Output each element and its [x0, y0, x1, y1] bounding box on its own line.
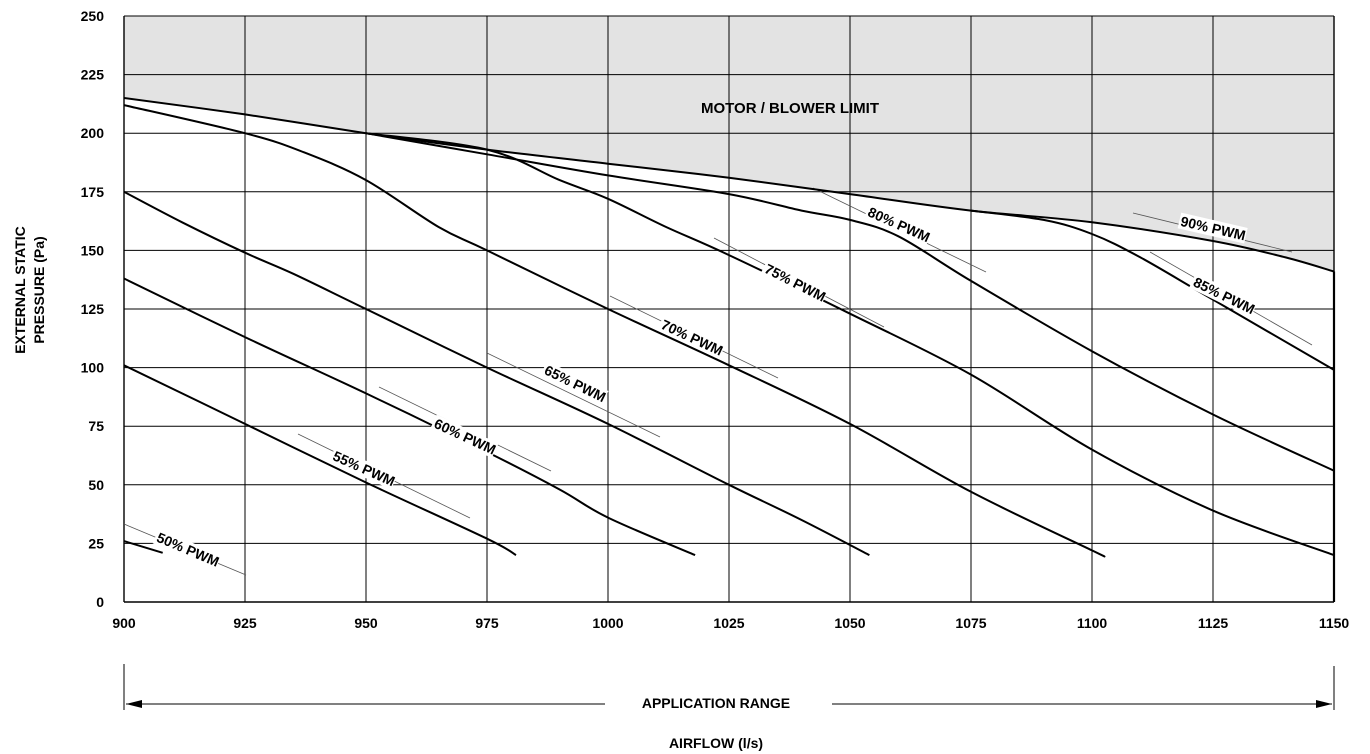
- grid: [123, 15, 1335, 603]
- range-arrow-right: [1316, 700, 1332, 708]
- curve-label: 55% PWM: [331, 448, 398, 490]
- range-arrow-left: [126, 700, 142, 708]
- label-backdrop: [152, 528, 222, 570]
- y-tick-label: 250: [81, 8, 105, 24]
- label-backdrop: [760, 259, 829, 305]
- series-line: [970, 209, 1335, 371]
- curve-label: 80% PWM: [866, 204, 933, 246]
- limit-region-label: MOTOR / BLOWER LIMIT: [701, 100, 879, 117]
- curve-label: 50% PWM: [154, 529, 221, 570]
- x-tick-label: 900: [112, 615, 136, 631]
- series-line: [123, 190, 870, 556]
- y-tick-label: 200: [81, 125, 105, 141]
- y-tick-label: 25: [88, 535, 104, 551]
- y-tick-label: 100: [81, 360, 105, 376]
- series-line: [123, 277, 696, 557]
- y-axis-title-line-1: EXTERNAL STATIC: [12, 226, 28, 354]
- label-leader-line: [486, 352, 661, 438]
- y-tick-label: 225: [81, 67, 105, 83]
- x-tick-label: 1075: [955, 615, 986, 631]
- y-tick-labels: 0 25 50 75 100 125 150 175 200 225 250: [81, 8, 105, 610]
- series-line: [123, 540, 163, 554]
- y-tick-label: 0: [96, 594, 104, 610]
- label-backdrop: [656, 315, 726, 359]
- curve-label: 75% PWM: [762, 260, 828, 304]
- x-tick-label: 925: [233, 615, 257, 631]
- series-line: [365, 132, 1335, 472]
- y-tick-label: 150: [81, 242, 105, 258]
- label-backdrop: [1189, 273, 1258, 318]
- x-tick-label: 1100: [1077, 615, 1108, 631]
- series-line: [123, 364, 517, 556]
- series-line: [123, 104, 1106, 558]
- x-tick-label: 1150: [1319, 615, 1350, 631]
- label-dash-lines: [123, 187, 1313, 576]
- limit-curve: [123, 97, 1335, 273]
- application-range-label: APPLICATION RANGE: [642, 695, 790, 711]
- x-axis-title: AIRFLOW (l/s): [669, 735, 763, 751]
- x-tick-label: 1125: [1198, 615, 1229, 631]
- label-backdrop: [429, 414, 499, 458]
- curve-label: 85% PWM: [1191, 274, 1257, 317]
- label-backdrop: [540, 361, 609, 406]
- x-tick-label: 1000: [592, 615, 623, 631]
- y-tick-label: 125: [81, 301, 105, 317]
- x-tick-label: 1050: [834, 615, 865, 631]
- y-axis-title-line-2: PRESSURE (Pa): [31, 236, 47, 343]
- label-backdrop: [328, 447, 398, 490]
- y-tick-label: 50: [88, 477, 104, 493]
- y-tick-label: 75: [88, 418, 104, 434]
- label-backdrop: [1177, 212, 1248, 244]
- label-backdrop: [863, 203, 933, 246]
- y-tick-label: 175: [81, 184, 105, 200]
- x-tick-label: 950: [354, 615, 378, 631]
- curve-label: 60% PWM: [432, 415, 499, 457]
- application-range-bracket: [123, 664, 1335, 710]
- x-tick-label: 975: [475, 615, 499, 631]
- x-tick-labels: 900 925 950 975 1000 1025 1050 1075 1100 1125 1150: [112, 615, 1349, 631]
- x-tick-label: 1025: [713, 615, 744, 631]
